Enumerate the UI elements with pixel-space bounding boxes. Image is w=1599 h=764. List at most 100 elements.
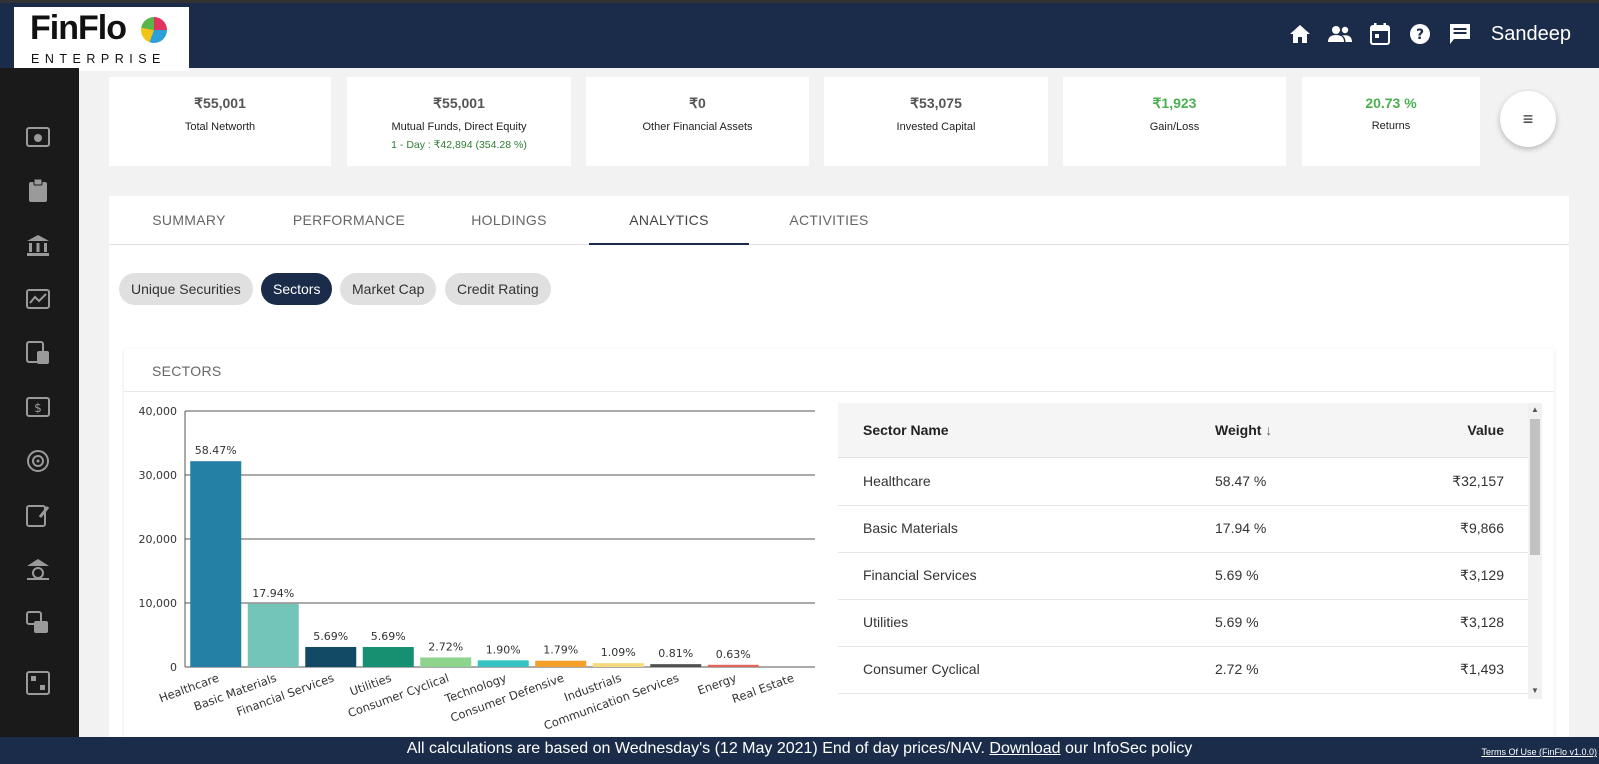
card-value: ₹1,923: [1152, 95, 1197, 111]
top-bar: FinFlo ENTERPRISE ? Sandeep: [0, 0, 1599, 71]
card-gain-loss: ₹1,923 Gain/Loss: [1063, 77, 1286, 166]
table-row[interactable]: Consumer Cyclical 2.72 % ₹1,493: [838, 646, 1528, 694]
sort-down-icon[interactable]: ↓: [1265, 422, 1273, 438]
menu-button[interactable]: ≡: [1500, 91, 1556, 147]
dashboard-icon[interactable]: [25, 124, 51, 150]
data-label: 58.47%: [195, 444, 237, 457]
logo-pie-icon: [141, 17, 167, 43]
notes-icon[interactable]: [25, 502, 51, 528]
data-label: 1.79%: [543, 644, 578, 657]
value-cell: ₹1,493: [1460, 661, 1504, 677]
sidebar: $: [0, 68, 79, 764]
y-tick-label: 40,000: [139, 405, 178, 418]
tab-performance[interactable]: PERFORMANCE: [292, 212, 406, 228]
analytics-icon[interactable]: [25, 286, 51, 312]
data-label: 1.09%: [601, 646, 636, 659]
sectors-title: SECTORS: [152, 363, 222, 379]
data-label: 0.81%: [658, 647, 693, 660]
y-tick-label: 30,000: [139, 469, 178, 482]
data-label: 2.72%: [428, 640, 463, 653]
data-label: 0.63%: [716, 648, 751, 661]
table-row[interactable]: Basic Materials 17.94 % ₹9,866: [838, 505, 1528, 553]
value-cell: ₹9,866: [1460, 520, 1504, 536]
data-label: 1.90%: [486, 643, 521, 656]
y-tick-label: 20,000: [139, 533, 178, 546]
table-row[interactable]: Utilities 5.69 % ₹3,128: [838, 599, 1528, 647]
hamburger-icon: ≡: [1522, 108, 1534, 129]
footer-text-after: our InfoSec policy: [1065, 740, 1193, 757]
scroll-thumb[interactable]: [1530, 419, 1540, 555]
chat-icon[interactable]: [1447, 21, 1473, 47]
header-value[interactable]: Value: [1467, 422, 1504, 438]
scroll-down-icon[interactable]: ▼: [1531, 686, 1539, 695]
table-scrollbar[interactable]: ▲ ▼: [1528, 403, 1542, 699]
chip-unique-securities[interactable]: Unique Securities: [119, 273, 253, 305]
insurance-icon[interactable]: [25, 556, 51, 582]
card-total-networth: ₹55,001 Total Networth: [109, 77, 331, 166]
sector-name-cell: Utilities: [863, 614, 909, 630]
tab-summary[interactable]: SUMMARY: [152, 212, 226, 228]
card-label: Total Networth: [184, 121, 256, 133]
bar-energy[interactable]: [707, 664, 759, 667]
tab-bar: SUMMARY PERFORMANCE HOLDINGS ANALYTICS A…: [109, 196, 1569, 245]
bar-consumer-defensive[interactable]: [535, 660, 587, 667]
table-row[interactable]: Healthcare 58.47 % ₹32,157: [838, 458, 1528, 506]
sector-bar-chart: 010,00020,00030,00040,00058.47%Healthcar…: [139, 405, 815, 733]
card-returns: 20.73 % Returns: [1302, 77, 1480, 166]
username[interactable]: Sandeep: [1490, 22, 1571, 45]
bar-industrials[interactable]: [592, 663, 644, 667]
card-mutual-funds: ₹55,001 Mutual Funds, Direct Equity 1 - …: [347, 77, 571, 166]
sector-table: Sector Name Weight ↓ Value Healthcare 58.…: [838, 403, 1528, 699]
table-header: Sector Name Weight ↓ Value: [838, 403, 1528, 458]
bar-consumer-cyclical[interactable]: [420, 657, 472, 667]
card-label: Invested Capital: [896, 121, 976, 133]
chip-market-cap[interactable]: Market Cap: [340, 273, 437, 305]
header-sector-name[interactable]: Sector Name: [863, 422, 949, 438]
people-icon[interactable]: [1327, 21, 1353, 47]
chip-credit-rating[interactable]: Credit Rating: [445, 273, 551, 305]
data-label: 17.94%: [252, 587, 294, 600]
brand-name: FinFlo: [30, 9, 127, 47]
weight-cell: 17.94 %: [1215, 520, 1267, 536]
weight-cell: 5.69 %: [1215, 567, 1259, 583]
transactions-icon[interactable]: [25, 610, 51, 636]
tab-activities[interactable]: ACTIVITIES: [789, 212, 869, 228]
scroll-up-icon[interactable]: ▲: [1531, 405, 1539, 414]
bar-communication-services[interactable]: [650, 664, 702, 667]
bar-financial-services[interactable]: [305, 646, 357, 667]
bar-basic-materials[interactable]: [247, 603, 299, 667]
home-icon[interactable]: [1287, 21, 1313, 47]
sector-name-cell: Healthcare: [863, 473, 931, 489]
footer-message: All calculations are based on Wednesday'…: [0, 740, 1599, 758]
clipboard-icon[interactable]: [25, 178, 51, 204]
terms-link[interactable]: Terms Of Use (FinFlo v1.0.0): [1481, 747, 1597, 757]
tab-analytics[interactable]: ANALYTICS: [589, 196, 749, 245]
table-row[interactable]: Financial Services 5.69 % ₹3,129: [838, 552, 1528, 600]
calendar-icon[interactable]: [1367, 21, 1393, 47]
card-label: Other Financial Assets: [642, 121, 753, 133]
footer-text: All calculations are based on Wednesday'…: [406, 740, 985, 757]
bank-icon[interactable]: [25, 232, 51, 258]
chip-sectors[interactable]: Sectors: [261, 273, 333, 305]
header-weight[interactable]: Weight ↓: [1215, 403, 1272, 458]
calculator-icon[interactable]: [25, 670, 51, 696]
sector-name-cell: Basic Materials: [863, 520, 958, 536]
tab-holdings[interactable]: HOLDINGS: [471, 212, 547, 228]
x-tick-label: Consumer Cyclical: [346, 671, 451, 721]
bar-healthcare[interactable]: [190, 461, 242, 667]
bar-utilities[interactable]: [362, 646, 414, 667]
brand-logo[interactable]: FinFlo ENTERPRISE: [14, 7, 189, 71]
sector-name-cell: Financial Services: [863, 567, 977, 583]
sectors-card: SECTORS 0 10,000 20,000 30,000 40,000 58.47% H…: [124, 349, 1554, 756]
help-icon[interactable]: ?: [1407, 21, 1433, 47]
reports-icon[interactable]: [25, 340, 51, 366]
cash-icon[interactable]: $: [25, 394, 51, 420]
x-tick-label: Financial Services: [235, 671, 336, 719]
data-label: 5.69%: [371, 630, 406, 643]
target-icon[interactable]: [25, 448, 51, 474]
y-tick-label: 0: [170, 661, 177, 674]
bar-technology[interactable]: [477, 660, 529, 667]
weight-cell: 5.69 %: [1215, 614, 1259, 630]
card-invested-capital: ₹53,075 Invested Capital: [824, 77, 1048, 166]
download-link[interactable]: Download: [989, 740, 1061, 757]
